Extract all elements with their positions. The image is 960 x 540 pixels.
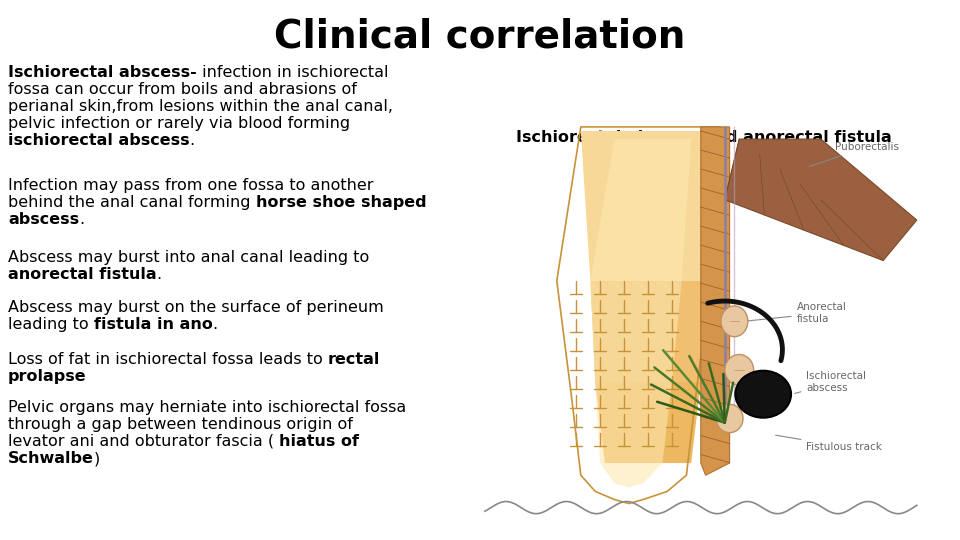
Text: Anorectal
fistula: Anorectal fistula [747,302,847,324]
Polygon shape [590,139,691,488]
Text: Ischiorectal abscess-: Ischiorectal abscess- [8,65,197,80]
Polygon shape [701,127,730,475]
Text: fossa can occur from boils and abrasions of: fossa can occur from boils and abrasions… [8,82,357,97]
Text: Fistulous track: Fistulous track [776,435,882,452]
Text: Schwalbe: Schwalbe [8,451,94,466]
Text: through a gap between tendinous origin of: through a gap between tendinous origin o… [8,417,353,432]
Text: leading to: leading to [8,317,94,332]
Text: Loss of fat in ischiorectal fossa leads to: Loss of fat in ischiorectal fossa leads … [8,352,328,367]
Text: rectal: rectal [328,352,380,367]
Ellipse shape [716,404,743,433]
Text: Clinical correlation: Clinical correlation [275,18,685,56]
Text: Infection may pass from one fossa to another: Infection may pass from one fossa to ano… [8,178,373,193]
Text: behind the anal canal forming: behind the anal canal forming [8,195,255,210]
Text: Puborectalis: Puborectalis [809,142,900,166]
Polygon shape [595,382,701,463]
Text: anorectal fistula: anorectal fistula [8,267,156,282]
Text: abscess: abscess [8,212,79,227]
Text: hiatus of: hiatus of [279,434,359,449]
Text: infection in ischiorectal: infection in ischiorectal [197,65,388,80]
Text: horse shoe shaped: horse shoe shaped [255,195,426,210]
Text: perianal skin,from lesions within the anal canal,: perianal skin,from lesions within the an… [8,99,393,114]
Text: .: . [190,133,195,148]
Text: .: . [79,212,84,227]
Polygon shape [590,281,710,382]
Text: ): ) [94,451,100,466]
Text: pelvic infection or rarely via blood forming: pelvic infection or rarely via blood for… [8,116,350,131]
Text: Ischiorectal abscess and anorectal fistula: Ischiorectal abscess and anorectal fistu… [516,130,892,145]
Polygon shape [581,131,720,281]
Text: Ischiorectal
abscess: Ischiorectal abscess [795,372,866,394]
Text: fistula in ano: fistula in ano [94,317,212,332]
Text: Abscess may burst on the surface of perineum: Abscess may burst on the surface of peri… [8,300,384,315]
Text: prolapse: prolapse [8,369,86,384]
Polygon shape [725,139,917,261]
Ellipse shape [725,354,754,386]
Text: Pelvic organs may herniate into ischiorectal fossa: Pelvic organs may herniate into ischiore… [8,400,406,415]
Text: .: . [156,267,161,282]
Text: ischiorectal abscess: ischiorectal abscess [8,133,190,148]
Ellipse shape [721,306,748,337]
Text: Abscess may burst into anal canal leading to: Abscess may burst into anal canal leadin… [8,250,370,265]
Circle shape [735,370,791,418]
Text: levator ani and obturator fascia (: levator ani and obturator fascia ( [8,434,279,449]
Text: .: . [212,317,218,332]
